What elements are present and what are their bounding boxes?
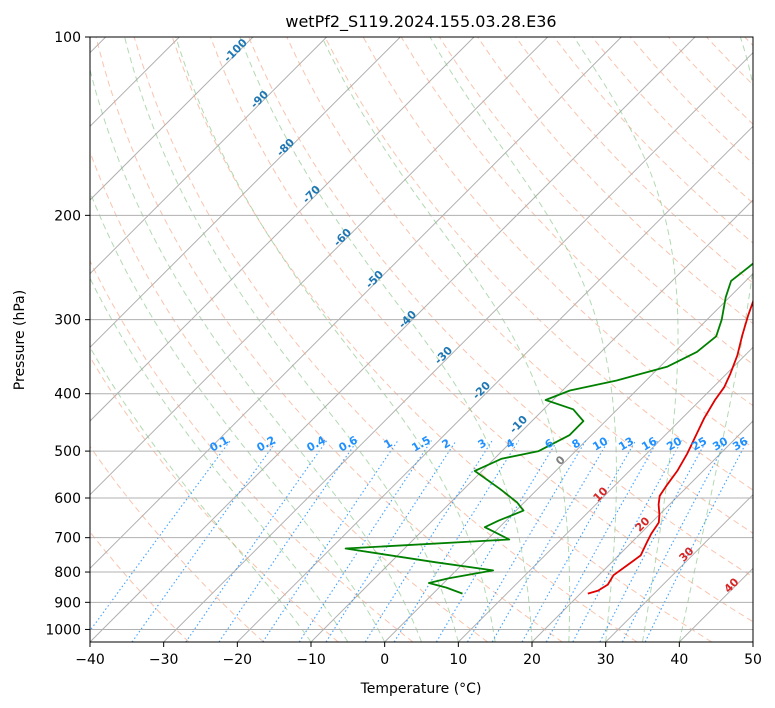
- mixing-ratio-line: [545, 440, 659, 642]
- dry-adiabat-line: [324, 37, 753, 491]
- y-tick-label: 200: [54, 208, 81, 224]
- x-tick-label: −20: [223, 652, 253, 668]
- moist-adiabat-line: [175, 37, 496, 642]
- isotherm-line: [457, 346, 753, 642]
- isotherm-line: [90, 37, 254, 201]
- pressure-gridlines: [90, 37, 753, 630]
- mixing-ratio-line: [572, 440, 683, 642]
- mixing-ratio-line: [364, 440, 493, 642]
- moist-adiabat-line: [678, 37, 753, 642]
- moist-adiabat-line: [573, 37, 679, 642]
- y-axis: 100 200 300 400 500 600 700 800 900 1000: [45, 30, 90, 638]
- background-lines: [90, 37, 753, 642]
- mixing-ratio-line: [131, 440, 278, 642]
- x-tick-label: 30: [597, 652, 615, 668]
- x-tick-label: −40: [75, 652, 105, 668]
- y-tick-label: 600: [54, 491, 81, 507]
- dry-adiabat-line: [248, 37, 753, 578]
- dry-adiabat-line: [286, 37, 753, 534]
- mixing-ratio-line: [435, 440, 558, 642]
- moist-adiabat-line: [90, 67, 422, 642]
- x-tick-label: 50: [744, 652, 762, 668]
- isotherm-line: [90, 37, 622, 570]
- mixing-ratio-line: [467, 440, 587, 642]
- mixing-ratio-line: [325, 440, 457, 642]
- mixing-ratio-line: [644, 440, 748, 642]
- dry-adiabat-line: [90, 445, 264, 642]
- isotherm-line: [90, 37, 401, 349]
- x-tick-label: 10: [449, 652, 467, 668]
- dry-adiabat-line: [515, 37, 753, 284]
- y-tick-label: 400: [54, 387, 81, 403]
- x-tick-label: −30: [149, 652, 179, 668]
- mixing-ratio-line: [298, 440, 432, 642]
- mixing-ratio-line: [262, 440, 399, 642]
- x-tick-label: 40: [670, 652, 688, 668]
- mixing-ratio-line: [393, 440, 520, 642]
- x-tick-label: 0: [380, 652, 389, 668]
- moist-adiabat-line: [429, 37, 617, 642]
- moist-adiabat-line: [321, 37, 571, 642]
- isotherm-line: [90, 37, 549, 496]
- mixing-ratio-line: [521, 440, 637, 642]
- y-tick-label: 900: [54, 595, 81, 611]
- mixing-ratio-line: [491, 440, 609, 642]
- isotherm-line: [163, 51, 753, 642]
- x-axis: −40 −30 −20 −10 0 10 20 30 40 50: [75, 642, 762, 668]
- dry-adiabat-line: [90, 259, 414, 642]
- isotherm-line: [531, 420, 753, 642]
- dry-adiabat-line: [90, 356, 339, 642]
- y-tick-label: 800: [54, 565, 81, 581]
- plot-frame: [89, 36, 754, 643]
- isotherm-line: [236, 125, 753, 642]
- isotherm-line: [90, 37, 328, 275]
- x-tick-label: 20: [523, 652, 541, 668]
- y-axis-label: Pressure (hPa): [12, 290, 28, 390]
- dewpoint-profile-line: [344, 262, 753, 595]
- dry-adiabat-line: [133, 37, 638, 642]
- y-tick-label: 300: [54, 313, 81, 329]
- temperature-profile-line: [587, 298, 753, 595]
- y-tick-label: 700: [54, 531, 81, 547]
- chart-title: wetPf2_S119.2024.155.03.28.E36: [285, 12, 556, 32]
- x-tick-label: −10: [296, 652, 326, 668]
- dry-adiabat-line: [210, 37, 753, 623]
- moist-adiabat-line: [124, 37, 459, 642]
- moist-adiabat-line: [90, 190, 386, 642]
- mixing-ratio-line: [185, 440, 328, 642]
- moist-adiabat-line: [90, 346, 312, 642]
- x-axis-label: Temperature (°C): [360, 681, 482, 697]
- isotherm-line: [90, 37, 696, 642]
- isotherm-line: [605, 493, 753, 642]
- isotherm-line: [90, 37, 475, 422]
- y-tick-label: 100: [54, 30, 81, 46]
- y-tick-label: 500: [54, 444, 81, 460]
- y-tick-label: 1000: [45, 622, 81, 638]
- moist-adiabat-line: [239, 37, 533, 642]
- dry-adiabat-line: [95, 37, 563, 642]
- moist-adiabat-line: [90, 277, 349, 642]
- profile-series: [344, 262, 753, 595]
- mixing-ratio-line: [90, 440, 231, 632]
